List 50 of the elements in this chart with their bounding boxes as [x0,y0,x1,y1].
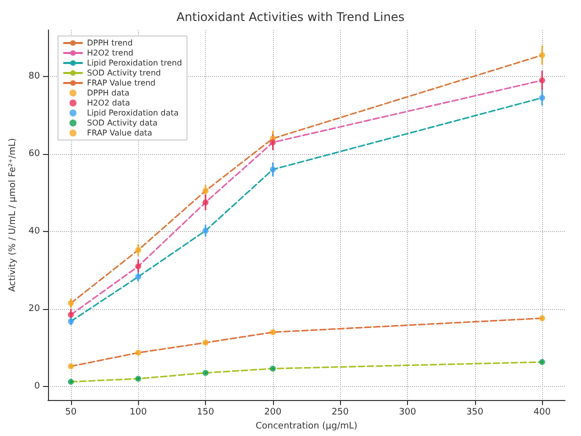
point [270,366,276,372]
legend-label: SOD Activity data [87,118,158,128]
y-tick-label: 40 [28,226,40,236]
legend-label: DPPH trend [87,38,133,48]
point [135,376,142,382]
legend-label: FRAP Value data [87,128,152,138]
point [539,52,546,58]
x-tick-label: 200 [264,408,282,418]
point [539,77,546,84]
point [539,359,546,366]
legend-label: H2O2 data [87,98,130,108]
point [539,94,546,101]
y-tick-label: 60 [28,148,40,159]
x-tick-label: 250 [332,408,350,418]
point [202,199,209,206]
point [135,247,142,254]
point [202,340,209,346]
x-tick-label: 300 [398,408,416,418]
y-tick-label: 20 [28,304,40,314]
point [270,139,276,146]
x-tick-label: 100 [130,408,148,418]
point [68,312,74,318]
x-tick-label: 50 [65,408,77,418]
x-tick-label: 150 [196,408,214,418]
point [270,329,276,336]
point [202,370,209,376]
legend-label: Lipid Peroxidation data [87,108,179,118]
legend-label: SOD Activity trend [87,68,161,78]
chart-title: Antioxidant Activities with Trend Lines [176,10,405,24]
legend-label: DPPH data [87,88,130,98]
point [68,378,74,385]
point [135,274,142,280]
point [202,228,209,234]
x-axis-title: Concentration (μg/mL) [256,421,358,432]
point [135,263,142,270]
point [68,363,74,370]
legend-label: Lipid Peroxidation trend [87,58,182,68]
point [539,315,546,322]
point [270,166,276,172]
point [68,300,74,306]
y-tick-label: 80 [28,71,40,82]
x-tick-label: 350 [466,408,484,418]
point [135,350,142,356]
point [202,188,209,194]
x-tick-label: 400 [534,408,551,418]
legend-label: H2O2 trend [87,48,134,58]
legend-label: FRAP Value trend [87,78,156,88]
y-tick-label: 0 [34,381,40,392]
point [68,318,74,324]
y-axis-title: Activity (% / U/mL / μmol Fe²⁺/mL) [8,138,18,292]
